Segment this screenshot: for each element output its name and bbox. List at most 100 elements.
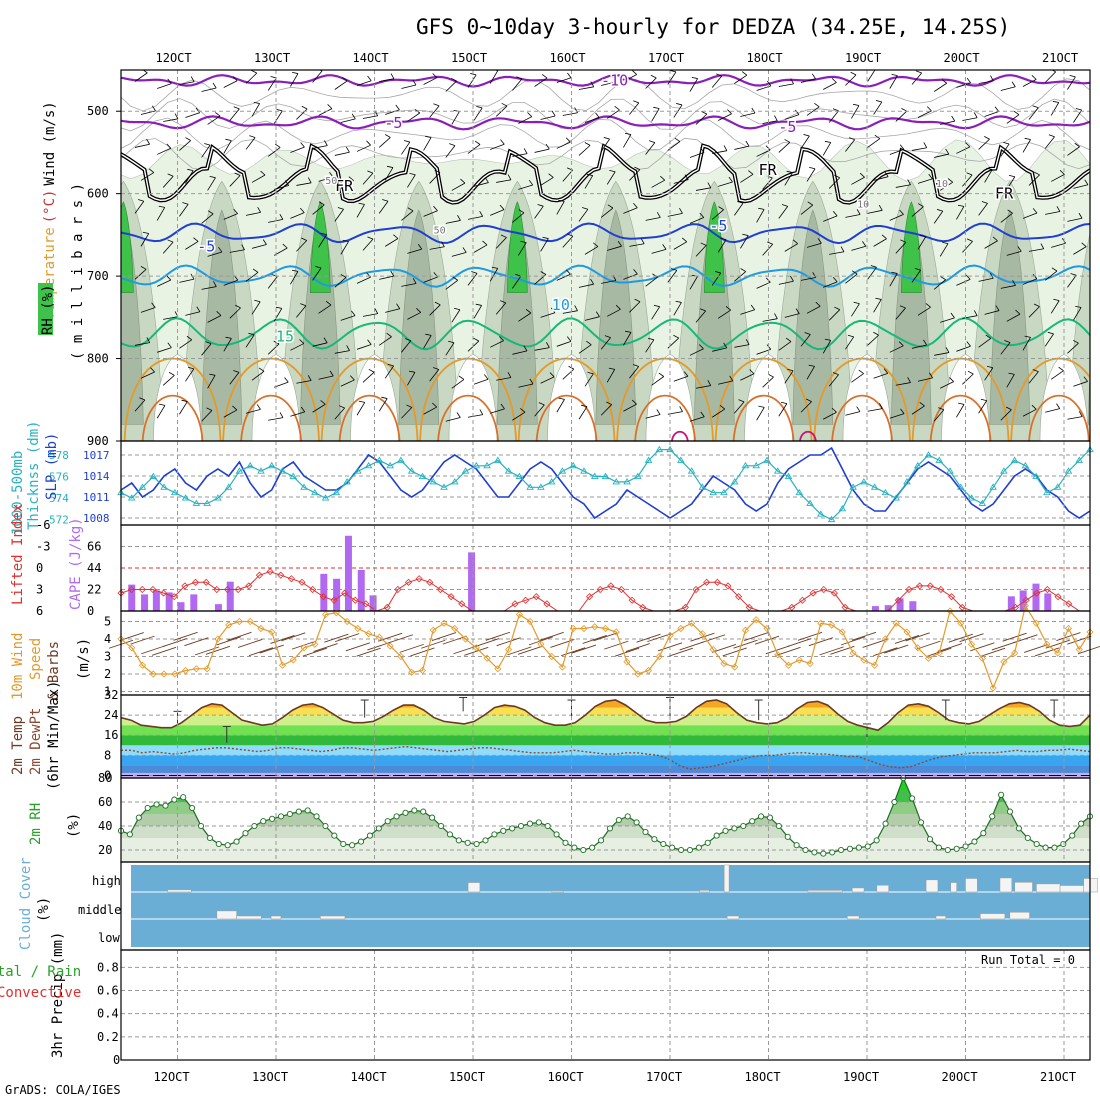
wind-barb-staff [578, 86, 594, 90]
lifted-index-marker [191, 578, 200, 586]
wind-barb-flag [787, 368, 794, 372]
wind-barb-flag [215, 112, 221, 117]
wind-barb-staff [1022, 139, 1031, 153]
wind-barb-staff [223, 140, 232, 154]
lifted-index-marker [255, 571, 263, 579]
wind-barb-flag [329, 172, 334, 178]
wind-barb-flag [1047, 331, 1054, 335]
wind-barb-flag [675, 300, 682, 303]
wind-barb-flag [382, 199, 389, 202]
wind-barb-flag [458, 375, 465, 380]
wind-barb-staff [1067, 146, 1080, 156]
rh-marker [642, 828, 649, 836]
thickness-marker [967, 494, 976, 501]
surface-wind-barb [884, 644, 909, 654]
wind-barb-staff [467, 74, 477, 88]
wind-barb-flag [767, 241, 773, 245]
rh-marker [206, 834, 213, 842]
rh-marker [437, 822, 445, 830]
wind-tick-label: 5 [104, 615, 111, 629]
wind-barb-flag [348, 176, 354, 181]
lifted-index-marker [1033, 589, 1041, 597]
rh-marker [535, 819, 542, 826]
rh-marker [758, 813, 765, 820]
li-tick-label: 6 [36, 604, 43, 618]
wind-barb-staff [711, 75, 723, 88]
wind-speed-marker [537, 640, 545, 648]
wind-barb-staff [756, 407, 765, 421]
lifted-index-marker [351, 596, 359, 604]
lifted-index-marker [277, 571, 285, 579]
wind-speed-marker [914, 644, 922, 652]
wind-barb-staff [312, 403, 326, 413]
thickness-marker [138, 483, 147, 490]
wind-barb-staff [1000, 143, 1010, 157]
surface-wind-barb [388, 634, 414, 644]
thickness-marker [720, 488, 728, 496]
lifted-index-marker [830, 589, 839, 597]
wind-barb-staff [711, 272, 722, 286]
wind-barb-flag [340, 274, 347, 278]
rh-marker [269, 815, 276, 822]
wind-barb-flag [574, 305, 578, 311]
wind-barb-staff [689, 217, 704, 224]
wind-speed-marker [461, 635, 470, 643]
wind-barb-staff [1073, 307, 1082, 321]
wind-barb-flag [523, 345, 528, 352]
rh-dry-column [547, 354, 596, 441]
wind-barb-staff [734, 401, 745, 414]
wind-barb-staff [140, 110, 156, 115]
wind-barb-flag [234, 172, 241, 176]
li-tick-label: -3 [36, 540, 50, 554]
wind-barb-flag [742, 233, 749, 236]
surface-wind-barb [485, 631, 510, 641]
lifted-index-marker [522, 596, 530, 604]
wind-speed-marker [472, 644, 480, 652]
wind-speed-marker [235, 617, 243, 626]
cloud-high-bar [950, 882, 957, 893]
temp-label-3: (6hr Min/Max) [46, 680, 62, 790]
wind-speed-marker [365, 630, 373, 638]
thickness-marker [623, 478, 631, 485]
rh-shading-70 [201, 209, 243, 425]
wind-barb-flag [1081, 242, 1087, 247]
surface-wind-barb [991, 641, 1017, 651]
wind-barb-staff [512, 78, 523, 91]
bottom-tick-label: 17OCT [646, 1070, 682, 1084]
cape-bar [1044, 593, 1052, 611]
surface-wind-barb [334, 633, 360, 643]
wind-barb-staff [734, 145, 750, 150]
lifted-index-marker [713, 578, 721, 586]
thickness-marker [903, 478, 911, 485]
wind-barb-staff [356, 402, 366, 416]
wind-speed-marker [225, 621, 233, 629]
wind-barb-staff [562, 368, 575, 380]
wind-barb-staff [711, 209, 724, 220]
wind-barb-staff [429, 105, 440, 118]
wind-barb-staff [512, 411, 526, 421]
wind-barb-staff [895, 382, 911, 386]
wind-speed-marker [957, 619, 965, 627]
wind-barb-staff [978, 400, 988, 414]
wind-barb-flag [698, 344, 704, 350]
wind-barb-staff [778, 83, 794, 87]
wind-barb-flag [790, 78, 794, 85]
wind-barb-flag [205, 341, 212, 345]
cloud-high-bar [1059, 885, 1084, 893]
wind-speed-marker [429, 626, 437, 634]
wind-barb-flag [875, 297, 882, 300]
surface-wind-barb [345, 642, 371, 652]
surface-wind-barb [1056, 632, 1081, 641]
lifted-index-marker [213, 585, 221, 594]
rh-band [121, 790, 1090, 802]
thickness-marker [1000, 467, 1008, 474]
wind-barb-flag [566, 269, 571, 275]
lifted-index-marker [607, 582, 615, 590]
wind-barb-staff [157, 347, 172, 353]
wind-barb-staff [534, 77, 548, 87]
wind-barb-flag [190, 76, 195, 82]
wind-barb-staff [784, 243, 798, 252]
thickness-marker [698, 483, 707, 490]
lifted-index-marker [1054, 593, 1062, 601]
wind-barb-staff [1067, 76, 1076, 90]
